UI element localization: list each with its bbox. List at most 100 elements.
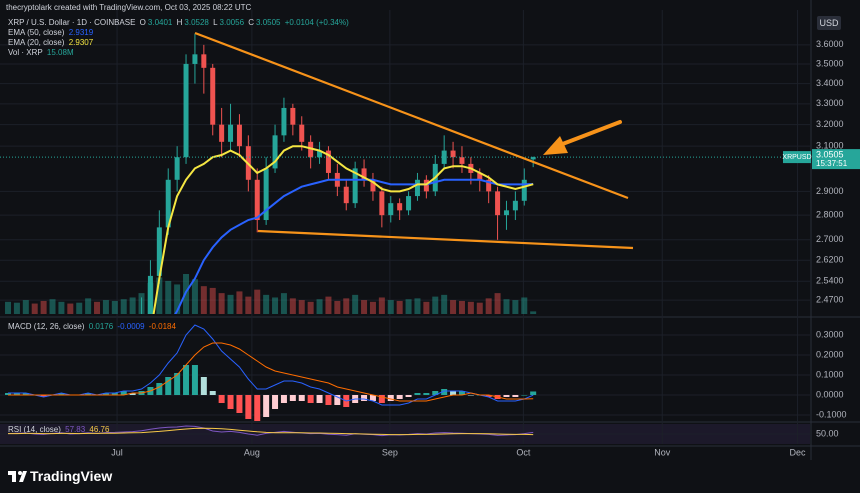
- indicator-value: 57.83: [65, 425, 86, 434]
- histogram-bar: [13, 393, 20, 395]
- volume-bar: [111, 300, 118, 314]
- histogram-bar: [191, 365, 198, 395]
- histogram-bar: [369, 395, 376, 401]
- histogram-bar: [102, 393, 109, 395]
- price-label: 3.0505: [816, 149, 844, 159]
- histogram-bar: [307, 395, 314, 403]
- indicator-line: [152, 145, 534, 314]
- histogram-bar: [485, 395, 492, 397]
- y-tick-label: 3.6000: [816, 39, 844, 49]
- histogram-bar: [458, 391, 465, 395]
- volume-bar: [120, 299, 127, 314]
- x-tick-label: Dec: [790, 447, 807, 457]
- volume-bar: [387, 300, 394, 314]
- symbol-tag: [783, 151, 811, 164]
- candle-body: [263, 168, 269, 221]
- volume-bar: [298, 300, 305, 314]
- volume-bar: [13, 302, 20, 314]
- candle-body: [343, 186, 349, 204]
- volume-bar: [191, 279, 198, 314]
- candle-body: [414, 179, 420, 197]
- volume-bar: [307, 301, 314, 314]
- volume-bar: [58, 301, 65, 314]
- histogram-bar: [254, 395, 261, 421]
- candle-body: [272, 135, 278, 169]
- histogram-bar: [467, 395, 474, 396]
- ohlc-letter: C: [248, 18, 255, 27]
- volume-bar: [503, 299, 510, 314]
- volume-bar: [254, 289, 261, 314]
- volume-bar: [227, 294, 234, 314]
- indicator-value: 46.76: [89, 425, 110, 434]
- volume-bar: [361, 300, 368, 314]
- volume-bar: [49, 299, 56, 314]
- volume-bar: [174, 284, 181, 314]
- indicator-name: RSI (14, close): [8, 425, 61, 434]
- volume-bar: [102, 300, 109, 314]
- x-tick-label: Jul: [111, 447, 123, 457]
- x-tick-label: Aug: [244, 447, 260, 457]
- histogram-bar: [316, 395, 323, 403]
- volume-legend: Vol · XRP 15.08M: [8, 48, 76, 58]
- volume-bar: [280, 293, 287, 314]
- histogram-bar: [236, 395, 243, 413]
- histogram-bar: [521, 395, 528, 396]
- candle-body: [236, 124, 242, 147]
- volume-bar: [476, 302, 483, 314]
- histogram-bar: [530, 391, 537, 395]
- candle-body: [503, 210, 509, 216]
- candle-body: [165, 179, 171, 228]
- histogram-bar: [414, 393, 421, 395]
- volume-bar: [272, 297, 279, 314]
- volume-bar: [218, 293, 225, 314]
- volume-bar: [316, 299, 323, 314]
- histogram-bar: [200, 377, 207, 395]
- candle-body: [530, 157, 536, 160]
- volume-bar: [76, 302, 83, 314]
- histogram-bar: [183, 365, 190, 395]
- histogram-bar: [85, 393, 92, 395]
- symbol-label: XRPUSD: [782, 154, 811, 161]
- histogram-bar: [512, 395, 519, 397]
- histogram-bar: [174, 373, 181, 395]
- candle-body: [477, 172, 483, 180]
- y-tick-label: 2.4700: [816, 295, 844, 305]
- macd-legend: MACD (12, 26, close) 0.0176 -0.0009 -0.0…: [8, 322, 178, 332]
- histogram-bar: [378, 395, 385, 403]
- ohlc-value: 3.0401: [147, 18, 173, 27]
- candle-body: [459, 157, 465, 164]
- indicator-value: 15.08M: [46, 48, 74, 57]
- volume-bar: [369, 301, 376, 314]
- volume-bar: [494, 293, 501, 314]
- credit: thecryptolark created with TradingView.c…: [6, 3, 252, 12]
- histogram-bar: [156, 383, 163, 395]
- histogram-bar: [218, 395, 225, 403]
- ohlc-value: 3.0056: [219, 18, 245, 27]
- y-tick-label: 2.5400: [816, 276, 844, 286]
- histogram-bar: [120, 391, 127, 395]
- volume-bar: [40, 300, 47, 314]
- arrow-head: [543, 136, 568, 155]
- candle-body: [325, 150, 331, 173]
- volume-bar: [325, 296, 332, 314]
- trendline-upper: [194, 31, 629, 200]
- volume-bar: [67, 303, 74, 314]
- currency-button[interactable]: [817, 16, 841, 30]
- y-tick-label: 50.00: [816, 428, 839, 438]
- main-legend: XRP / U.S. Dollar · 1D · COINBASE O 3.040…: [8, 18, 351, 28]
- currency-label: USD: [819, 18, 839, 28]
- volume-bar: [521, 297, 528, 314]
- histogram-bar: [111, 393, 118, 395]
- candle-body: [290, 107, 296, 125]
- histogram-bar: [280, 395, 287, 403]
- histogram-bar: [405, 395, 412, 397]
- y-tick-label: -0.1000: [816, 409, 847, 419]
- indicator-name: EMA (50, close): [8, 28, 65, 37]
- y-tick-label: 3.1000: [816, 141, 844, 151]
- histogram-bar: [263, 395, 270, 417]
- volume-bar: [245, 296, 252, 314]
- histogram-bar: [5, 393, 12, 395]
